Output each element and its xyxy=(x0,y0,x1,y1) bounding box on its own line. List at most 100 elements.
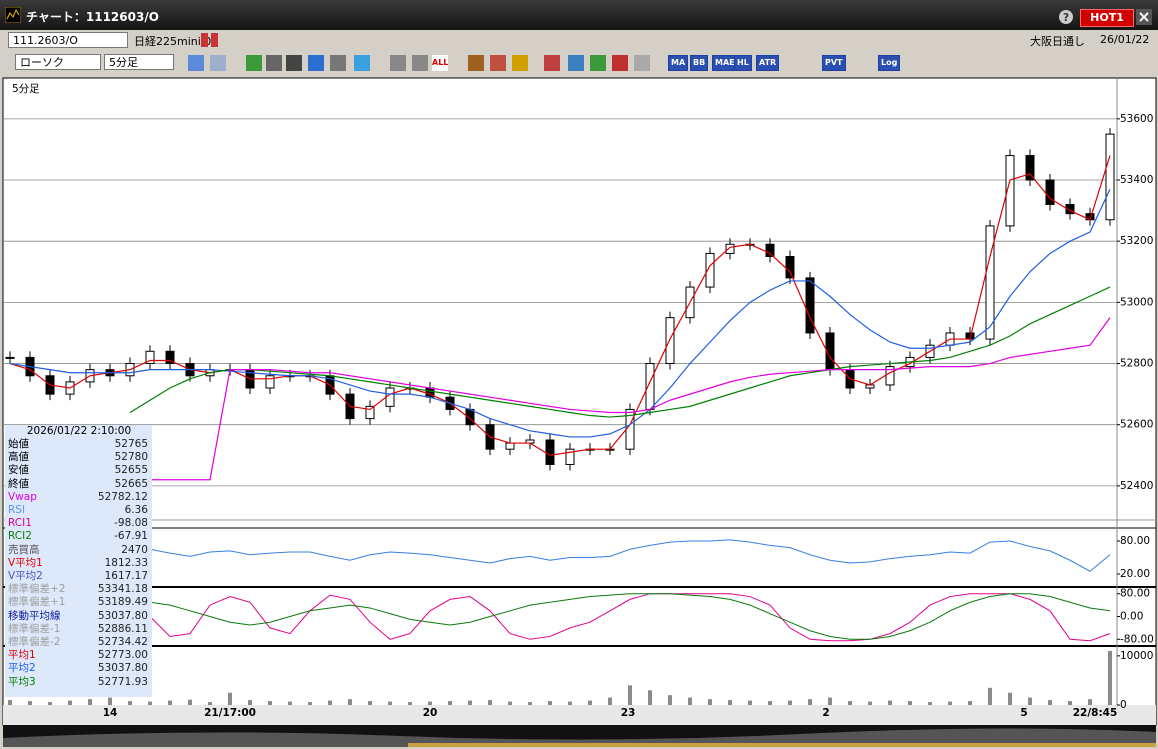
y-tick-label: 53600 xyxy=(1120,113,1153,125)
help-button[interactable]: ? xyxy=(1058,9,1074,25)
x-tick-label: 14 xyxy=(103,707,118,719)
info-value: 53037.80 xyxy=(97,609,148,622)
y-tick-label: 53000 xyxy=(1120,296,1153,308)
panel-title: 5分足 xyxy=(12,83,40,95)
x-tick-label: 22/8:45 xyxy=(1073,707,1118,719)
volume-bar xyxy=(1108,650,1112,705)
volume-bar xyxy=(108,697,112,705)
info-row: 平均3 52771.93 xyxy=(8,676,150,689)
info-label: 売買高 xyxy=(8,543,40,556)
tool-button[interactable]: PVT xyxy=(822,55,846,71)
chart-type-select[interactable]: ローソク xyxy=(15,54,101,70)
volume-bar xyxy=(428,701,432,705)
symbol-icons xyxy=(201,33,218,47)
volume-bar xyxy=(168,700,172,705)
scroll-thumb[interactable] xyxy=(408,743,1156,747)
info-label: 標準偏差+2 xyxy=(8,583,66,596)
volume-bar xyxy=(728,700,732,705)
volume-bar xyxy=(868,701,872,705)
info-label: 平均1 xyxy=(8,649,36,662)
candle-body xyxy=(1025,155,1035,181)
candle-body xyxy=(565,448,575,465)
time-axis xyxy=(3,705,1156,725)
y-tick-label: 52400 xyxy=(1120,480,1153,492)
y-tick-label: 20.00 xyxy=(1120,568,1150,580)
info-row: 標準偏差+1 53189.49 xyxy=(8,596,150,609)
candle-body xyxy=(165,350,175,365)
volume-bar xyxy=(888,700,892,705)
volume-bar xyxy=(1088,699,1092,705)
series-line xyxy=(9,539,1111,572)
tool-button[interactable]: ATR xyxy=(756,55,780,71)
volume-bar xyxy=(1068,701,1072,705)
info-label: 始値 xyxy=(8,438,29,450)
volume-bar xyxy=(1028,697,1032,705)
candle-body xyxy=(365,405,375,420)
candle-body xyxy=(1105,133,1115,221)
symbol-bar: 111.2603/O 日経225mini 03 大阪日通し 26/01/22 xyxy=(0,30,1158,50)
close-button[interactable] xyxy=(1136,9,1152,25)
x-tick-label: 23 xyxy=(621,707,636,719)
volume-bar xyxy=(528,702,532,705)
volume-bar xyxy=(248,700,252,705)
tool-button[interactable]: BB xyxy=(690,55,709,71)
y-tick-label: 0.00 xyxy=(1120,611,1143,623)
info-box: 2026/01/22 2:10:00 始値 52765 高値 52780 安値 52655… xyxy=(5,425,152,697)
candle-body xyxy=(545,439,555,465)
candle-body xyxy=(725,243,735,254)
volume-bar xyxy=(628,685,632,705)
series-line xyxy=(9,593,1111,640)
volume-bar xyxy=(28,701,32,705)
info-value: 52780 xyxy=(114,451,148,464)
candle-body xyxy=(765,243,775,257)
info-value: 6.36 xyxy=(124,504,148,516)
info-row: RCI2 -67.91 xyxy=(8,530,150,543)
volume-bar xyxy=(88,699,92,705)
candle-body xyxy=(5,356,15,359)
info-label: 終値 xyxy=(8,477,29,490)
interval-select[interactable]: 5分足 xyxy=(104,54,174,70)
volume-bar xyxy=(668,695,672,705)
series-line xyxy=(9,188,1111,438)
volume-bar xyxy=(688,697,692,705)
candle-body xyxy=(705,252,715,288)
info-label: 高値 xyxy=(8,451,29,464)
volume-bar xyxy=(548,701,552,705)
info-row: V平均2 1617.17 xyxy=(8,570,150,583)
info-value: 1617.17 xyxy=(104,570,148,582)
x-tick-label: 20 xyxy=(423,707,438,719)
volume-bar xyxy=(708,699,712,705)
info-row: 終値 52665 xyxy=(8,478,150,491)
tool-icons[interactable] xyxy=(186,54,666,72)
info-value: 52773.00 xyxy=(97,649,148,662)
volume-bar xyxy=(268,701,272,705)
series-line xyxy=(9,593,1111,642)
candle-body xyxy=(145,350,155,365)
info-label: 標準偏差-2 xyxy=(8,636,61,648)
volume-bar xyxy=(808,699,812,705)
tool-button[interactable]: Log xyxy=(878,55,901,71)
y-tick-label: 0 xyxy=(1120,699,1127,711)
y-tick-label: -80.00 xyxy=(1120,633,1154,645)
volume-bar xyxy=(488,700,492,705)
info-label: 標準偏差-1 xyxy=(8,622,61,635)
hot-badge[interactable]: HOT1 xyxy=(1080,9,1134,27)
all-button[interactable]: ALL xyxy=(432,55,448,71)
volume-bar xyxy=(48,702,52,705)
info-value: 52734.42 xyxy=(97,636,148,648)
volume-bar xyxy=(308,702,312,705)
volume-bar xyxy=(188,699,192,705)
candle-body xyxy=(785,255,795,279)
y-tick-label: 52800 xyxy=(1120,358,1153,370)
tool-button[interactable]: MA xyxy=(668,55,689,71)
info-row: 平均2 53037.80 xyxy=(8,662,150,675)
info-row: 高値 52780 xyxy=(8,451,150,464)
tool-button[interactable]: HL xyxy=(734,55,752,71)
symbol-input[interactable]: 111.2603/O xyxy=(8,32,128,48)
info-value: 52782.12 xyxy=(97,490,148,503)
info-row: 標準偏差-2 52734.42 xyxy=(8,636,150,649)
volume-bar xyxy=(328,700,332,705)
volume-bar xyxy=(768,701,772,705)
y-tick-label: 53400 xyxy=(1120,174,1153,186)
